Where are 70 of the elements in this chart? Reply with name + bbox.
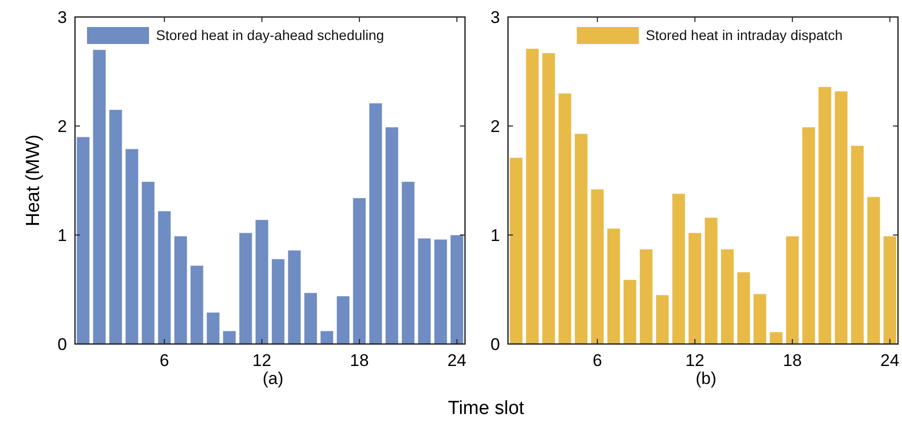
bar [704,217,718,344]
bar [141,181,155,344]
bar [125,148,139,344]
bar [271,258,285,344]
bar [688,232,702,344]
bar [574,133,588,344]
x-tick-label: 12 [252,351,272,370]
x-tick-label: 24 [880,351,900,370]
bar [222,330,236,344]
bar [158,210,172,344]
bar [206,312,220,344]
legend-label: Stored heat in intraday dispatch [646,27,843,43]
bar [866,196,880,344]
bar [769,332,783,344]
bar [418,238,432,344]
x-tick-label: 24 [447,351,466,370]
bar [304,292,318,344]
x-tick-label: 18 [782,351,802,370]
y-tick-label: 2 [58,117,67,136]
bar [108,109,122,344]
y-tick-label: 3 [490,8,500,27]
y-tick-label: 1 [58,226,67,245]
bar [92,49,106,344]
bar [450,234,464,344]
bar [606,228,620,344]
text: (b) [696,369,716,388]
bar [590,188,604,344]
bar [336,296,350,344]
bar [883,236,897,344]
x-tick-label: 6 [592,351,602,370]
bar [639,248,653,344]
x-tick-label: 12 [685,351,704,370]
bar [174,236,188,344]
bar [288,250,302,344]
bar [736,272,750,344]
bar [526,48,540,344]
text: (a) [262,369,284,388]
bar [255,219,269,344]
bar [818,86,832,344]
bar [802,126,816,344]
bar [368,102,382,344]
y-axis-title: Heat (MW) [23,134,44,226]
bar [509,157,523,344]
bar [542,52,556,344]
x-axis-title: Time slot [448,398,525,419]
bar [850,145,864,344]
bar [401,181,415,344]
bar [190,265,204,344]
y-tick-label: 0 [490,335,500,354]
bar [385,126,399,344]
bar [672,193,686,344]
bar [352,198,366,344]
legend-label: Stored heat in day-ahead scheduling [156,27,384,43]
x-tick-label: 6 [160,351,170,370]
bar [434,239,448,344]
bar [558,93,572,344]
y-tick-label: 2 [490,117,500,136]
bar [76,136,90,344]
bar [720,248,734,344]
y-tick-label: 0 [58,335,67,354]
bar [656,294,670,344]
bar [834,90,848,344]
y-tick-label: 3 [58,8,67,27]
bar [786,236,800,344]
bar [320,330,334,344]
bar [623,279,637,344]
x-tick-label: 18 [350,351,369,370]
bar [753,294,767,344]
y-tick-label: 1 [490,226,500,245]
bar [238,232,252,344]
